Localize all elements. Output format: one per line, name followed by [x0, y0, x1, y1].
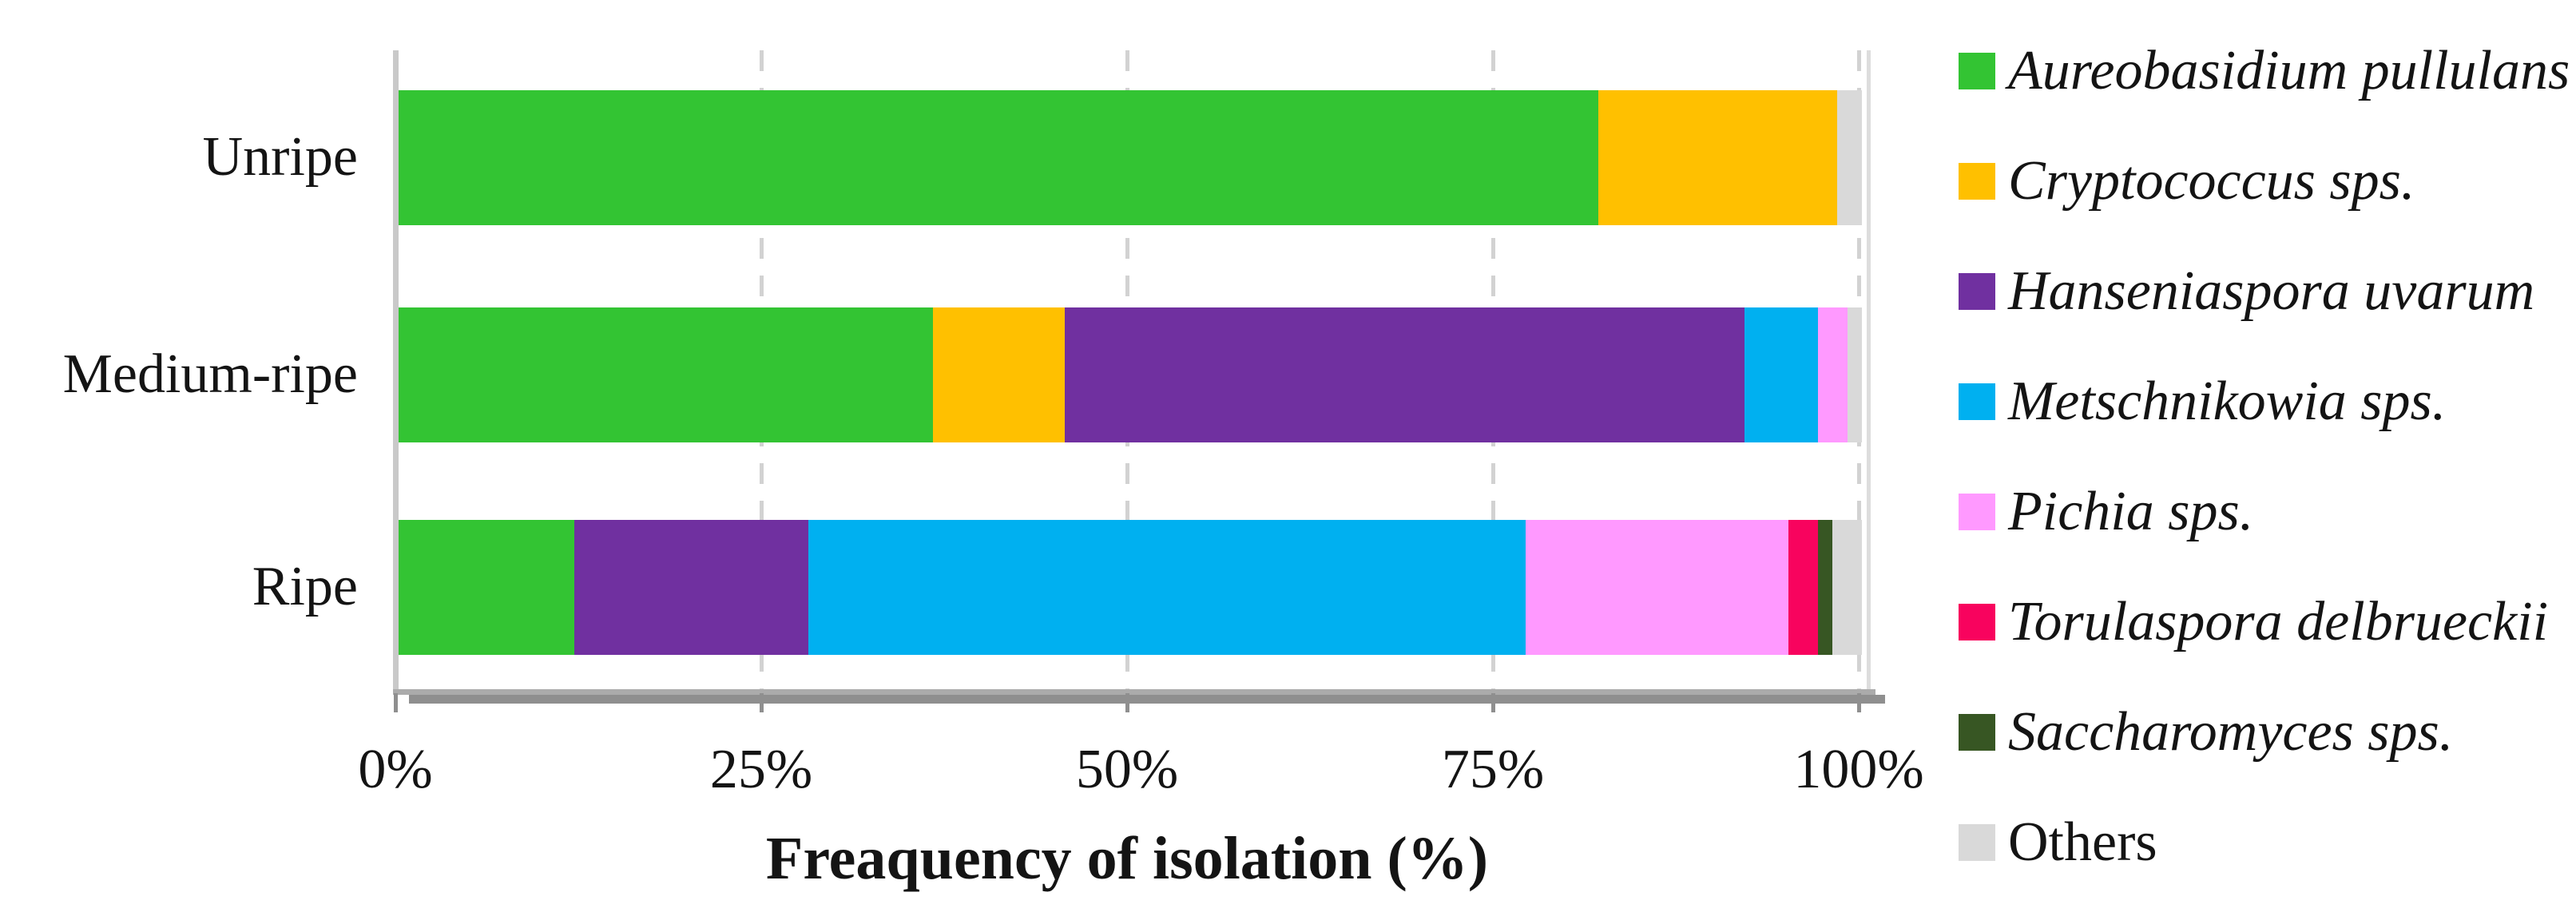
legend-label: Pichia sps.: [2008, 481, 2254, 542]
legend-item-torulaspora-delbrueckii: Torulaspora delbrueckii: [1959, 582, 2548, 662]
bar-segment-ripe-hanseniaspora-uvarum: [574, 520, 808, 655]
bar-segment-unripe-others: [1836, 90, 1862, 225]
legend-label: Saccharomyces sps.: [2008, 701, 2454, 763]
bar-segment-ripe-torulaspora-delbrueckii: [1788, 520, 1818, 655]
legend-swatch-icon: [1959, 494, 1995, 530]
legend-label: Hanseniaspora uvarum: [2008, 260, 2535, 322]
bar-segment-medium-ripe-cryptococcus-sps: [932, 307, 1065, 442]
legend-item-metschnikowia-sps: Metschnikowia sps.: [1959, 362, 2446, 442]
bar-segment-unripe-cryptococcus-sps: [1598, 90, 1837, 225]
legend-label: Metschnikowia sps.: [2008, 371, 2447, 432]
bar-segment-ripe-pichia-sps: [1525, 520, 1789, 655]
legend-item-others: Others: [1959, 803, 2157, 882]
x-axis-shadow: [409, 695, 1885, 704]
x-tick-label-25: 25%: [709, 739, 813, 800]
x-tick-label-50: 50%: [1075, 739, 1179, 800]
legend-item-cryptococcus-sps: Cryptococcus sps.: [1959, 141, 2415, 221]
bar-medium-ripe: [399, 307, 1862, 442]
category-label-ripe: Ripe: [252, 556, 358, 617]
bar-unripe: [399, 90, 1862, 225]
y-axis-line: [393, 50, 399, 693]
bar-ripe: [399, 520, 1862, 655]
bar-segment-medium-ripe-hanseniaspora-uvarum: [1064, 307, 1745, 442]
legend-item-hanseniaspora-uvarum: Hanseniaspora uvarum: [1959, 252, 2534, 331]
legend-label: Torulaspora delbrueckii: [2008, 591, 2549, 652]
x-tick-label-0: 0%: [358, 739, 433, 800]
legend-item-saccharomyces-sps: Saccharomyces sps.: [1959, 692, 2453, 772]
category-label-medium-ripe: Medium-ripe: [62, 343, 358, 405]
tick-mark-50: [1125, 693, 1129, 712]
bar-segment-medium-ripe-others: [1847, 307, 1862, 442]
tick-mark-25: [760, 693, 764, 712]
bar-segment-ripe-metschnikowia-sps: [808, 520, 1526, 655]
legend-swatch-icon: [1959, 163, 1995, 200]
legend-item-pichia-sps: Pichia sps.: [1959, 472, 2253, 552]
legend-swatch-icon: [1959, 273, 1995, 310]
plot-right-border: [1867, 50, 1871, 690]
legend-swatch-icon: [1959, 53, 1995, 89]
bar-segment-medium-ripe-metschnikowia-sps: [1744, 307, 1819, 442]
legend-swatch-icon: [1959, 383, 1995, 420]
bar-segment-ripe-others: [1832, 520, 1862, 655]
tick-mark-75: [1491, 693, 1495, 712]
legend-swatch-icon: [1959, 604, 1995, 640]
x-axis-line: [393, 689, 1875, 695]
bar-segment-medium-ripe-aureobasidium-pullulans: [399, 307, 933, 442]
legend-item-aureobasidium-pullulans: Aureobasidium pullulans: [1959, 31, 2570, 111]
bar-segment-medium-ripe-pichia-sps: [1818, 307, 1848, 442]
x-tick-label-75: 75%: [1441, 739, 1545, 800]
legend-swatch-icon: [1959, 824, 1995, 861]
x-axis-title: Freaquency of isolation (%): [765, 824, 1489, 892]
bar-segment-unripe-aureobasidium-pullulans: [399, 90, 1599, 225]
legend-label: Others: [2008, 811, 2157, 873]
x-tick-label-100: 100%: [1793, 739, 1924, 800]
legend-swatch-icon: [1959, 714, 1995, 751]
category-label-unripe: Unripe: [202, 126, 358, 188]
bar-segment-ripe-aureobasidium-pullulans: [399, 520, 574, 655]
legend-label: Aureobasidium pullulans: [2008, 40, 2570, 101]
legend-label: Cryptococcus sps.: [2008, 150, 2415, 212]
bar-segment-ripe-saccharomyces-sps: [1817, 520, 1833, 655]
tick-mark-0: [394, 693, 398, 712]
tick-mark-100: [1857, 693, 1861, 712]
